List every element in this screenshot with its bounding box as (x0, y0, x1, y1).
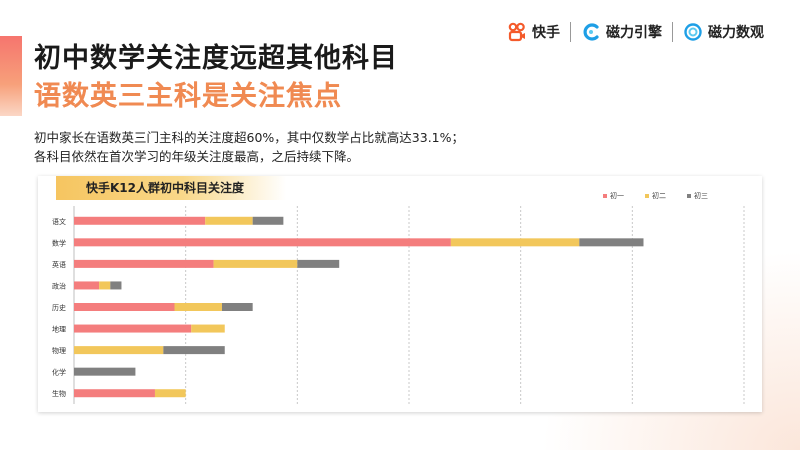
cili-shuguan-logo-text: 磁力数观 (708, 25, 764, 41)
bar-segment (74, 259, 214, 268)
category-label: 地理 (52, 325, 66, 334)
category-label: 生物 (52, 389, 66, 398)
bar-segment (579, 238, 644, 247)
description-line-1: 初中家长在语数英三门主科的关注度超60%，其中仅数学占比就高达33.1%； (34, 130, 464, 145)
bar-segment (99, 281, 111, 290)
bar-segment (252, 216, 284, 225)
bar-segment (74, 389, 155, 398)
category-label: 英语 (52, 260, 66, 269)
legend-label: 初一 (610, 191, 624, 200)
category-label: 物理 (52, 346, 66, 355)
bar-segment (74, 238, 451, 247)
chart-title: 快手K12人群初中科目关注度 (56, 176, 286, 200)
bar-segment (110, 281, 122, 290)
kuaishou-icon (508, 22, 525, 42)
title-accent-bar (0, 36, 22, 116)
legend-swatch (645, 194, 649, 198)
legend-swatch (687, 194, 691, 198)
bar-segment (191, 324, 225, 333)
cili-engine-icon (583, 23, 599, 41)
logo-divider (570, 22, 571, 42)
category-label: 化学 (52, 368, 66, 377)
legend-swatch (603, 194, 607, 198)
bar-segment (74, 303, 175, 311)
logo-group: 快手 磁力引擎 磁力数观 (507, 20, 764, 44)
logo-divider (672, 22, 673, 42)
kuaishou-logo: 快手 (507, 22, 560, 42)
legend-label: 初三 (694, 191, 708, 200)
cili-shuguan-icon (684, 23, 702, 41)
legend-label: 初二 (652, 191, 666, 200)
bar-segment (74, 324, 192, 333)
bar-segment (74, 346, 164, 355)
cili-engine-logo: 磁力引擎 (581, 22, 662, 42)
bar-segment (163, 346, 225, 355)
bar-segment (154, 389, 186, 398)
bar-segment (174, 303, 222, 311)
bar-segment (74, 367, 136, 376)
description-line-2: 各科目依然在首次学习的年级关注度最高，之后持续下降。 (34, 149, 360, 164)
bar-segment (74, 216, 206, 225)
page-title: 初中数学关注度远超其他科目 (34, 43, 398, 74)
page-subtitle: 语数英三主科是关注焦点 (34, 74, 342, 113)
bar-segment (74, 281, 100, 290)
category-label: 语文 (52, 217, 66, 226)
bar-segment (205, 216, 253, 225)
chart-card: 快手K12人群初中科目关注度 语文数学英语政治历史地理物理化学生物 初一 初二 初三 (38, 176, 762, 412)
kuaishou-logo-text: 快手 (532, 25, 560, 41)
category-label: 政治 (52, 281, 66, 290)
cili-engine-logo-text: 磁力引擎 (606, 25, 662, 41)
bar-segment (221, 303, 253, 311)
category-label: 数学 (52, 238, 66, 247)
description: 初中家长在语数英三门主科的关注度超60%，其中仅数学占比就高达33.1%； 各科… (34, 128, 464, 166)
bar-segment (213, 259, 298, 268)
bar-segment (297, 259, 340, 268)
bar-segment (450, 238, 580, 247)
cili-shuguan-logo: 磁力数观 (683, 22, 764, 42)
category-label: 历史 (52, 303, 66, 312)
